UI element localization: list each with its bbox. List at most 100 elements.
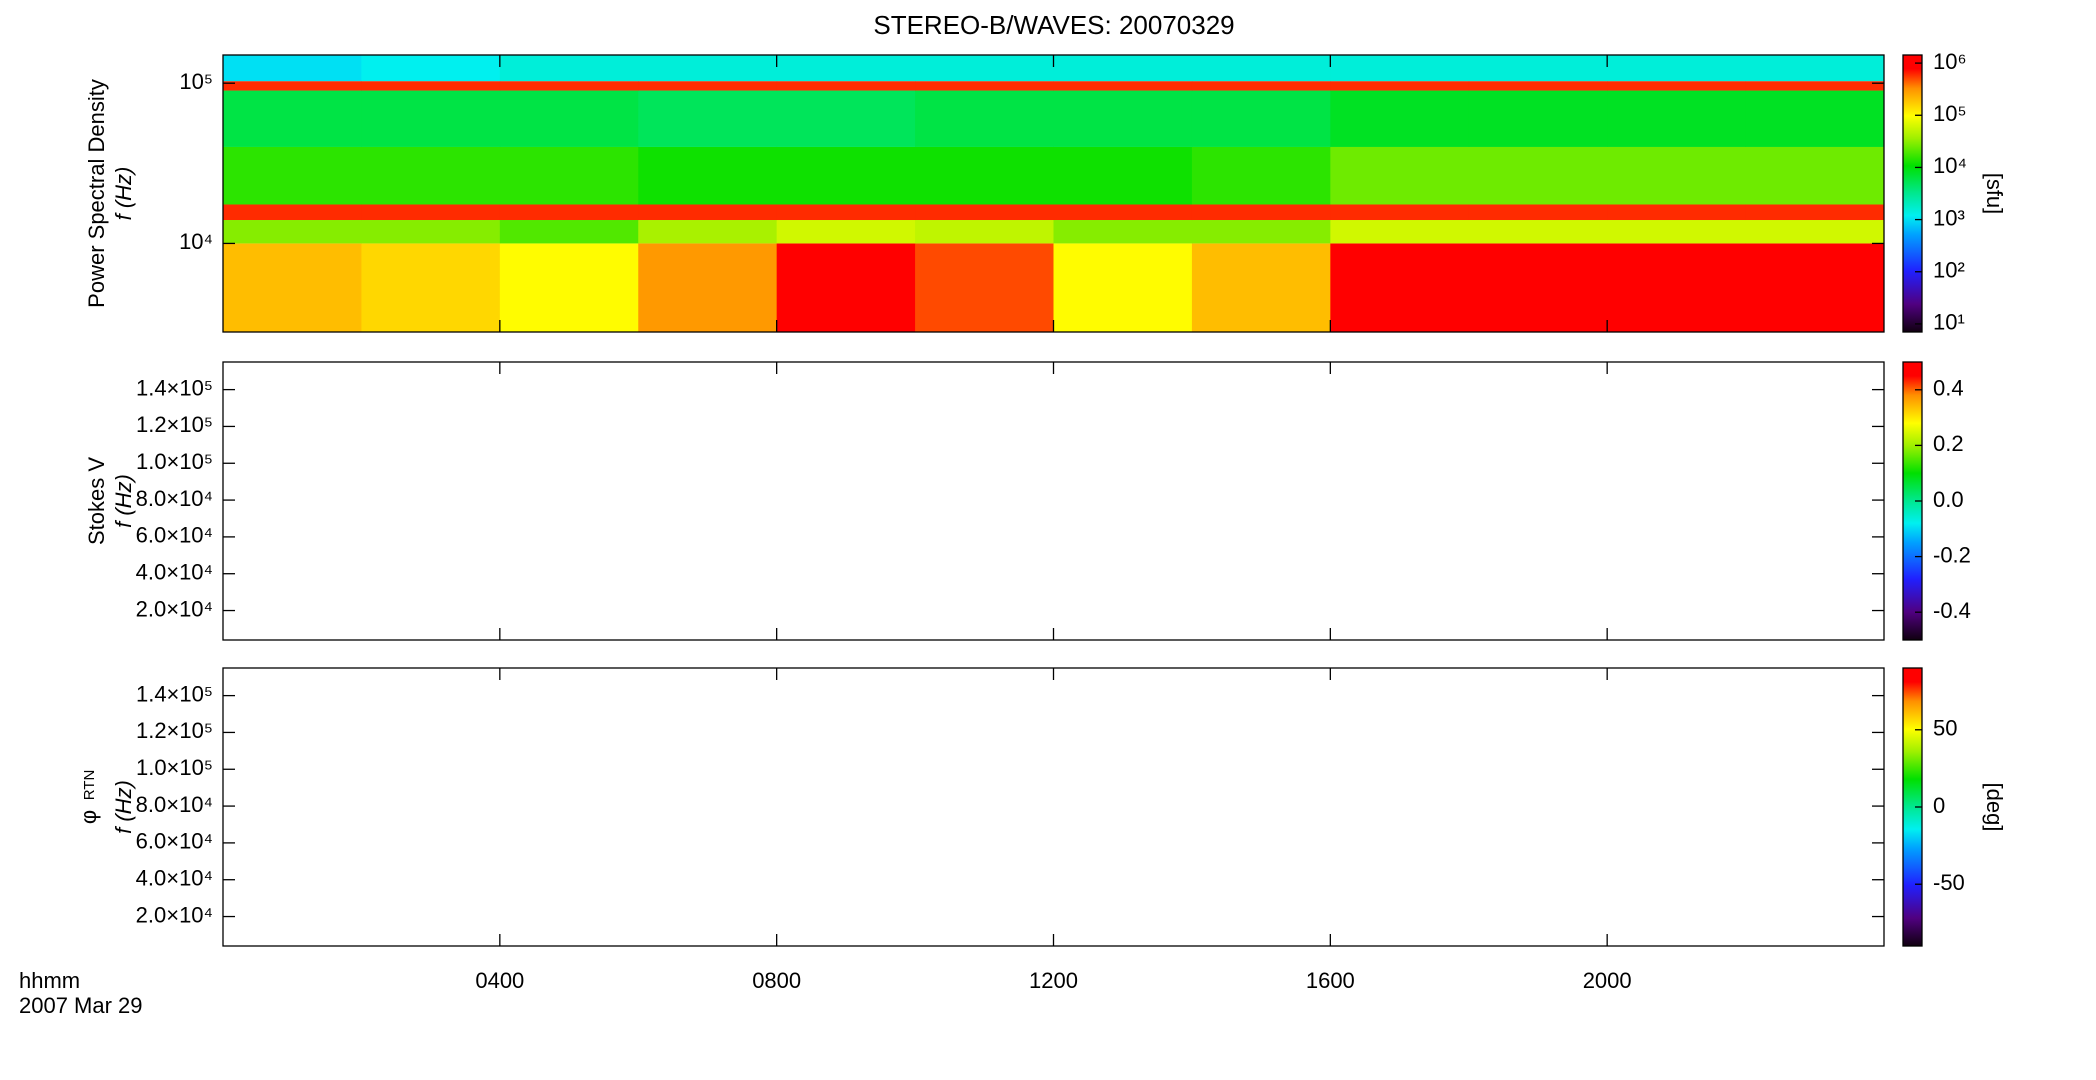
heatmap-cell (1053, 81, 1193, 91)
heatmap-cell (1330, 146, 1470, 205)
heatmap-cell (499, 220, 639, 244)
chart-title: STEREO-B/WAVES: 20070329 (873, 10, 1234, 40)
heatmap-cell (223, 81, 362, 91)
heatmap-cell (361, 146, 501, 205)
heatmap-cell (499, 81, 639, 91)
colorbar-tick-label: 0.4 (1933, 376, 1964, 401)
x-tick-label: 0400 (475, 968, 524, 993)
heatmap-cell (1330, 220, 1470, 244)
heatmap-cell (361, 90, 501, 147)
heatmap-cell (1191, 90, 1331, 147)
x-axis-label: hhmm (19, 968, 80, 993)
heatmap-cell (223, 55, 362, 82)
y-tick-label: 8.0×10⁴ (136, 792, 213, 817)
heatmap-cell (638, 220, 778, 244)
heatmap-cell (1191, 204, 1331, 221)
heatmap-cell (915, 90, 1054, 147)
heatmap-cell (638, 204, 778, 221)
heatmap-cell (776, 220, 916, 244)
x-axis-date: 2007 Mar 29 (19, 993, 143, 1018)
plot-frame (222, 667, 1885, 947)
y-tick-label: 6.0×10⁴ (136, 523, 213, 548)
y-axis-label: f (Hz) (111, 167, 136, 221)
colorbar-label: [deg] (1982, 783, 2007, 832)
colorbar-tick-label: -0.4 (1933, 598, 1971, 623)
heatmap-cell (223, 243, 362, 332)
y-tick-label: 6.0×10⁴ (136, 829, 213, 854)
heatmap-cell (915, 55, 1054, 82)
heatmap-cell (638, 55, 778, 82)
heatmap-cell (223, 204, 362, 221)
heatmap-cell (361, 55, 501, 82)
heatmap-cell (361, 204, 501, 221)
y-tick-label: 4.0×10⁴ (136, 866, 213, 891)
y-axis-label: Stokes V (84, 457, 109, 545)
y-tick-label: 8.0×10⁴ (136, 486, 213, 511)
y-axis-label: φ (76, 810, 101, 824)
heatmap-cell (638, 146, 778, 205)
y-tick-label: 1.0×10⁵ (136, 449, 213, 474)
heatmap-cell (1468, 146, 1608, 205)
heatmap-cell (1745, 81, 1885, 91)
heatmap-cell (1191, 81, 1331, 91)
heatmap-cell (1468, 204, 1608, 221)
heatmap-cell (223, 146, 362, 205)
y-axis-label: Power Spectral Density (84, 79, 109, 308)
colorbar-tick-label: 0.2 (1933, 431, 1964, 456)
heatmap-cell (915, 146, 1054, 205)
heatmap-cell (1330, 81, 1470, 91)
heatmap-cell (638, 243, 778, 332)
heatmap-cell (1468, 243, 1608, 332)
y-tick-label: 1.2×10⁵ (136, 412, 213, 437)
heatmap-cell (1468, 81, 1608, 91)
y-axis-label: f (Hz) (111, 474, 136, 528)
colorbar-tick-label: -0.2 (1933, 542, 1971, 567)
heatmap-cell (915, 204, 1054, 221)
plot-frame (222, 361, 1885, 641)
heatmap-cell (1607, 81, 1747, 91)
heatmap-cell (776, 243, 916, 332)
heatmap-cell (499, 204, 639, 221)
heatmap-cell (915, 81, 1054, 91)
heatmap-cell (1468, 90, 1608, 147)
heatmap-cell (1191, 55, 1331, 82)
heatmap-cell (776, 146, 916, 205)
colorbar-tick-label: -50 (1933, 870, 1965, 895)
heatmap-cell (1607, 243, 1747, 332)
heatmap-cell (638, 81, 778, 91)
heatmap-cell (1053, 146, 1193, 205)
heatmap-cell (1745, 90, 1885, 147)
colorbar-label: [sfu] (1982, 173, 2007, 215)
heatmap-cell (776, 204, 916, 221)
heatmap-cell (1053, 220, 1193, 244)
colorbar-tick-label: 10⁶ (1933, 49, 1967, 74)
y-tick-label: 10⁴ (179, 229, 213, 254)
colorbar-tick-label: 10⁵ (1933, 101, 1967, 126)
heatmap-cell (1745, 204, 1885, 221)
colorbar-tick-label: 10⁴ (1933, 153, 1967, 178)
x-tick-label: 1600 (1306, 968, 1355, 993)
y-tick-label: 1.4×10⁵ (136, 375, 213, 400)
heatmap-cell (361, 243, 501, 332)
colorbar (1902, 54, 1923, 333)
y-tick-label: 4.0×10⁴ (136, 560, 213, 585)
heatmap-cell (915, 243, 1054, 332)
heatmap-cell (776, 90, 916, 147)
x-tick-label: 1200 (1029, 968, 1078, 993)
heatmap-cell (361, 220, 501, 244)
heatmap-cell (776, 55, 916, 82)
heatmap-cell (1330, 243, 1470, 332)
heatmap-cell (1745, 220, 1885, 244)
y-tick-label: 2.0×10⁴ (136, 902, 213, 927)
heatmap-cell (1745, 55, 1885, 82)
heatmap-cell (1330, 204, 1470, 221)
heatmap-cell (499, 55, 639, 82)
heatmap-cell (1191, 220, 1331, 244)
heatmap-cell (1607, 55, 1747, 82)
colorbar-tick-label: 10³ (1933, 205, 1965, 230)
heatmap-cell (638, 90, 778, 147)
heatmap-cell (499, 146, 639, 205)
y-tick-label: 1.0×10⁵ (136, 755, 213, 780)
y-axis-label: f (Hz) (111, 780, 136, 834)
